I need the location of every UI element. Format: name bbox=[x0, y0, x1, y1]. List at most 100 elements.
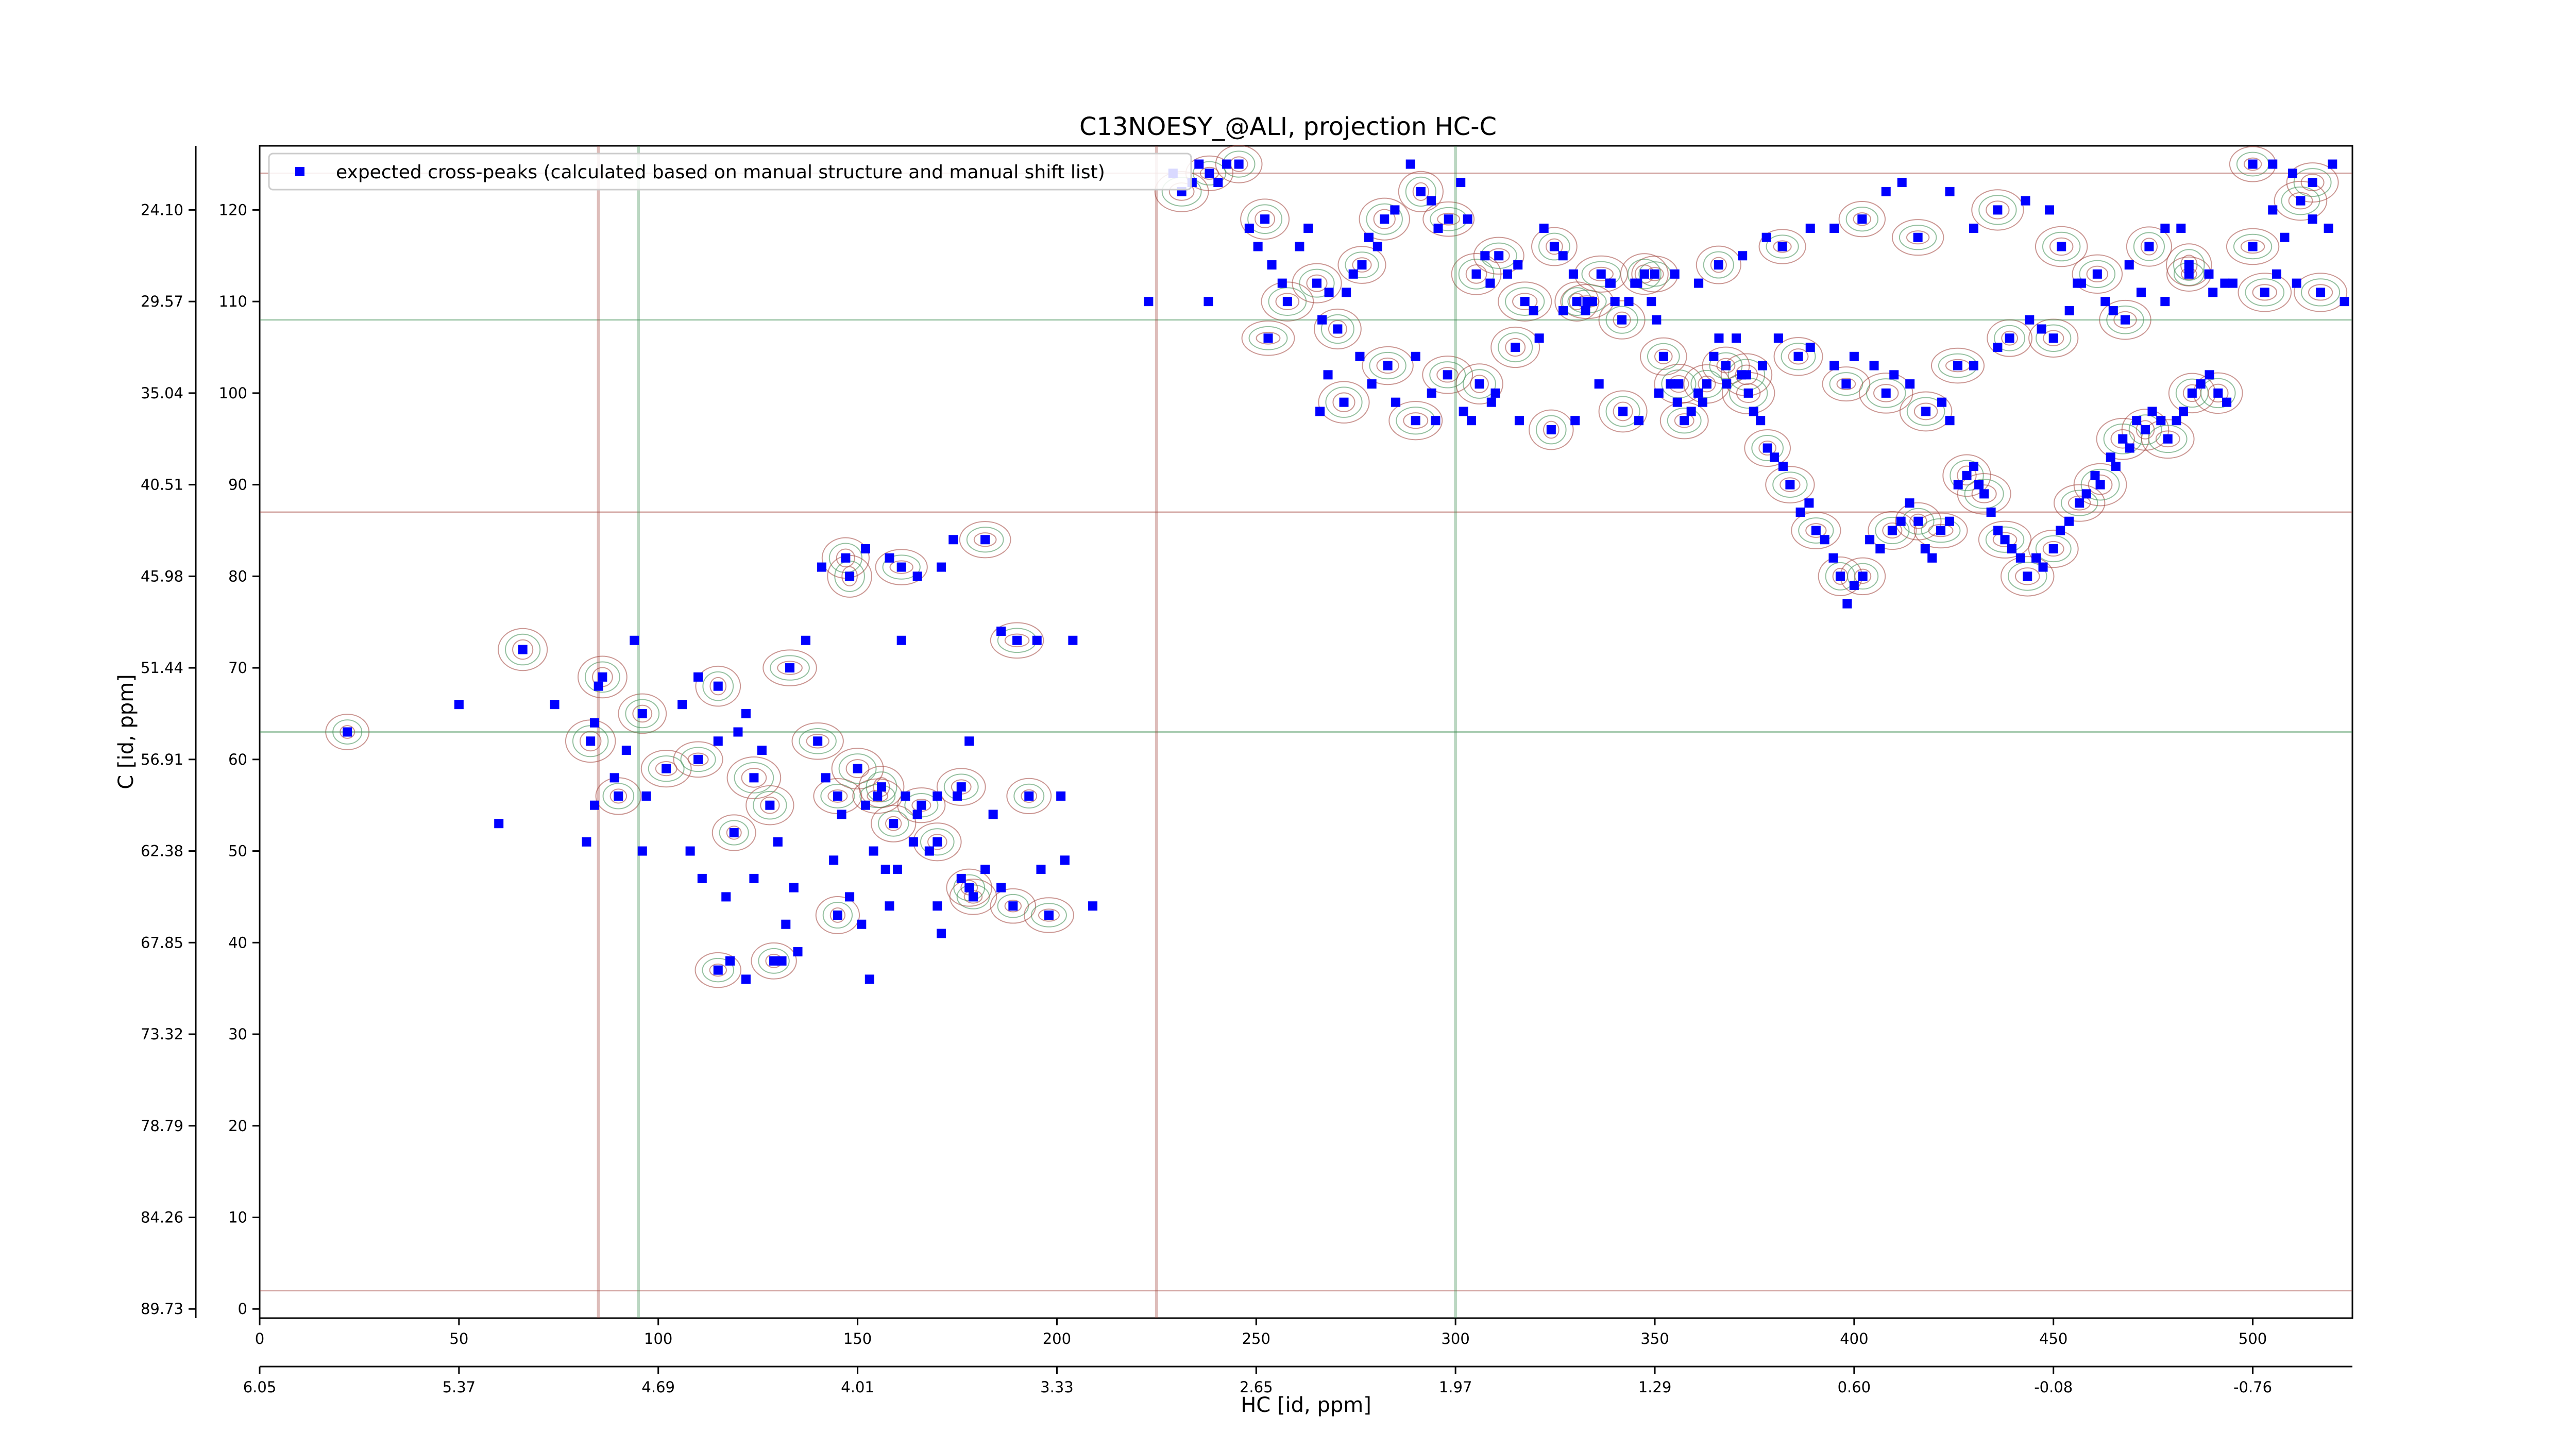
cross-peak-point bbox=[2031, 553, 2041, 563]
contour-ring bbox=[1306, 274, 1328, 292]
cross-peak-point bbox=[1411, 351, 1420, 361]
cross-peak-point bbox=[1594, 379, 1604, 389]
cross-peak-point bbox=[892, 865, 902, 874]
cross-peak-point bbox=[1986, 507, 1996, 517]
contour-ring bbox=[2300, 174, 2325, 192]
contour-ring bbox=[602, 783, 635, 810]
contour-ring bbox=[1836, 378, 1856, 391]
cross-peak-point bbox=[885, 901, 894, 911]
contour-ring bbox=[1978, 520, 2032, 559]
cross-peak-point bbox=[2037, 324, 2046, 334]
cross-peak-point bbox=[1324, 288, 1334, 297]
contour-ring bbox=[1791, 512, 1841, 549]
cross-peak-point bbox=[589, 800, 599, 810]
contour-ring bbox=[1773, 240, 1792, 253]
cross-peak-point bbox=[845, 892, 855, 902]
cross-peak-point bbox=[2340, 297, 2349, 307]
contour-ring bbox=[2226, 228, 2280, 265]
cross-peak-point bbox=[1244, 223, 1254, 233]
cross-peak-point bbox=[1427, 196, 1436, 206]
cross-peak-point bbox=[2268, 205, 2278, 215]
contour-ring bbox=[702, 671, 734, 701]
contour-ring bbox=[734, 762, 774, 794]
x-tick-label: 400 bbox=[1840, 1330, 1868, 1347]
contour-ring bbox=[1429, 361, 1466, 389]
contour-ring bbox=[1531, 227, 1578, 266]
contour-ring bbox=[1913, 512, 1968, 549]
contour-ring bbox=[1543, 420, 1560, 439]
contour-ring bbox=[694, 952, 742, 988]
cross-peak-point bbox=[1927, 553, 1937, 563]
cross-peak-point bbox=[1317, 315, 1327, 325]
y-tick-label: 90 bbox=[228, 476, 247, 494]
cross-peak-point bbox=[2248, 242, 2258, 251]
contour-ring bbox=[2001, 330, 2018, 346]
cross-peak-point bbox=[1431, 416, 1440, 426]
contour-ring bbox=[673, 741, 723, 778]
cross-peak-point bbox=[1756, 416, 1766, 426]
cross-peak-point bbox=[713, 736, 723, 746]
cross-peak-point bbox=[2144, 242, 2154, 251]
y-tick-label: 120 bbox=[219, 201, 247, 218]
contour-ring bbox=[1256, 331, 1281, 345]
contour-ring bbox=[1696, 245, 1741, 284]
x-axis-label: HC [id, ppm] bbox=[1241, 1393, 1371, 1417]
cross-peak-point bbox=[2222, 397, 2232, 407]
contour-ring bbox=[1751, 435, 1784, 461]
cross-peak-point bbox=[1463, 214, 1472, 224]
cross-peak-point bbox=[749, 773, 759, 783]
cross-peak-point bbox=[1444, 214, 1453, 224]
cross-peak-point bbox=[1213, 178, 1223, 188]
cross-peak-point bbox=[1511, 343, 1520, 352]
contour-ring bbox=[1437, 212, 1461, 226]
contour-ring bbox=[702, 957, 735, 983]
x-ppm-tick-label: -0.08 bbox=[2034, 1378, 2073, 1396]
contour-ring bbox=[2286, 162, 2339, 203]
cross-peak-point bbox=[2296, 196, 2306, 206]
contour-ring bbox=[990, 888, 1037, 924]
contour-ring bbox=[687, 752, 709, 767]
cross-peak-point bbox=[1391, 397, 1401, 407]
x-tick-label: 450 bbox=[2039, 1330, 2067, 1347]
cross-peak-point bbox=[1333, 324, 1343, 334]
contour-ring bbox=[1859, 373, 1913, 414]
contour-ring bbox=[1971, 189, 2024, 231]
contour-ring bbox=[936, 768, 986, 806]
contour-ring bbox=[1994, 325, 2025, 351]
cross-peak-point bbox=[964, 736, 974, 746]
contour-ring bbox=[332, 719, 363, 745]
cross-peak-point bbox=[582, 837, 591, 847]
contour-ring bbox=[822, 902, 853, 929]
cross-peak-point bbox=[1558, 251, 1568, 261]
contour-ring bbox=[2155, 430, 2180, 448]
cross-peak-point bbox=[1650, 269, 1659, 279]
contour-ring bbox=[512, 639, 534, 660]
cross-peak-point bbox=[1044, 910, 1054, 920]
cross-peak-point bbox=[876, 782, 886, 792]
contour-ring bbox=[2173, 249, 2205, 281]
cross-peak-point bbox=[1480, 251, 1490, 261]
cross-peak-point bbox=[1634, 416, 1644, 426]
contour-ring bbox=[695, 665, 741, 707]
contour-ring bbox=[1031, 903, 1067, 928]
contour-ring bbox=[1470, 375, 1489, 393]
cross-peak-point bbox=[1889, 370, 1899, 380]
cross-peak-point bbox=[609, 773, 619, 783]
cross-peak-point bbox=[1490, 388, 1500, 398]
contour-ring bbox=[1710, 257, 1727, 273]
cross-peak-point bbox=[777, 956, 787, 966]
cross-peak-point bbox=[2184, 260, 2194, 270]
cross-peak-point bbox=[1969, 462, 1978, 471]
contour-ring bbox=[838, 753, 877, 784]
y-tick-label: 110 bbox=[219, 293, 247, 310]
cross-peak-point bbox=[2044, 205, 2054, 215]
cross-peak-point bbox=[1568, 269, 1578, 279]
cross-peak-point bbox=[869, 846, 878, 856]
contour-ring bbox=[1845, 207, 1879, 232]
contour-ring bbox=[1373, 209, 1396, 229]
cross-peak-point bbox=[1205, 169, 1214, 178]
contour-ring bbox=[1736, 383, 1761, 403]
cross-peak-point bbox=[1993, 343, 2003, 352]
cross-peak-point bbox=[1937, 397, 1947, 407]
cross-peak-point bbox=[1921, 407, 1931, 416]
